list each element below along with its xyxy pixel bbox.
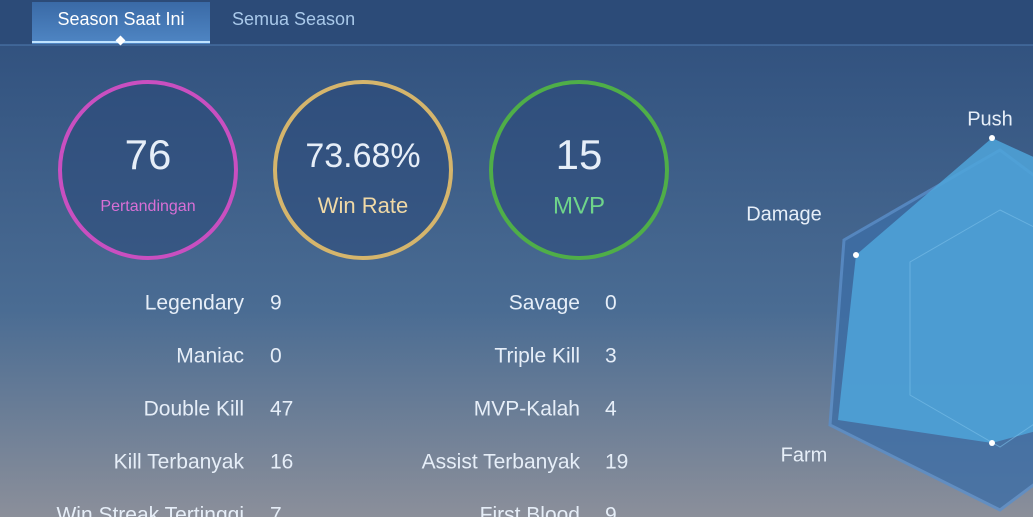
summary-label: MVP — [553, 192, 605, 219]
stat-value: 0 — [270, 345, 282, 368]
tab-label[interactable]: Semua Season — [232, 9, 355, 29]
stat-label: Double Kill — [144, 398, 244, 421]
radar-point — [989, 440, 995, 446]
radar-point — [853, 252, 859, 258]
summary-value: 73.68% — [305, 137, 420, 175]
tab-label[interactable]: Season Saat Ini — [57, 9, 184, 29]
summary-value: 76 — [125, 131, 172, 178]
radar-point — [989, 135, 995, 141]
summary-value: 15 — [556, 131, 603, 178]
summary-label: Pertandingan — [100, 198, 195, 215]
radar-grid — [909, 209, 1033, 448]
radar-area — [838, 138, 1033, 443]
stat-label: Kill Terbanyak — [114, 451, 245, 474]
radar-label: Farm — [781, 444, 828, 466]
stat-label: First Blood — [480, 504, 580, 517]
summary-ring — [58, 80, 238, 260]
stat-value: 9 — [270, 292, 282, 315]
stat-value: 19 — [605, 451, 628, 474]
summary-ring — [273, 80, 453, 260]
stat-value: 16 — [270, 451, 293, 474]
stat-value: 7 — [270, 504, 282, 517]
stat-label: Maniac — [176, 345, 244, 368]
summary-label: Win Rate — [318, 193, 408, 218]
stat-value: 0 — [605, 292, 617, 315]
stat-label: Win Streak Tertinggi — [56, 504, 244, 517]
stat-label: Savage — [509, 292, 580, 315]
stat-value: 4 — [605, 398, 617, 421]
stat-value: 47 — [270, 398, 293, 421]
radar-label: Push — [967, 108, 1013, 130]
tab-indicator — [115, 35, 126, 46]
summary-ring-fill — [277, 84, 449, 256]
summary-ring-fill — [493, 84, 665, 256]
stat-label: Triple Kill — [494, 345, 580, 368]
summary-ring-fill — [62, 84, 234, 256]
stat-value: 9 — [605, 504, 617, 517]
stat-label: Assist Terbanyak — [422, 451, 581, 474]
stat-label: MVP-Kalah — [474, 398, 580, 421]
summary-ring — [489, 80, 669, 260]
radar-label: Damage — [746, 203, 822, 225]
stat-label: Legendary — [145, 292, 245, 315]
stat-value: 3 — [605, 345, 617, 368]
